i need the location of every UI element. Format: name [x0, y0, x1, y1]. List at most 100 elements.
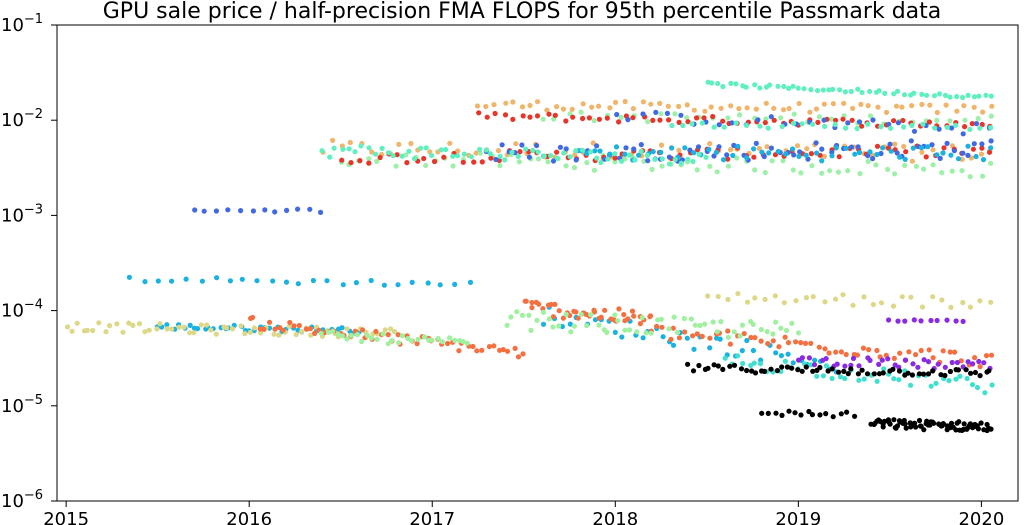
data-point	[517, 149, 523, 155]
data-point	[858, 101, 864, 107]
data-point	[612, 159, 618, 165]
data-point	[570, 114, 576, 120]
data-point	[970, 361, 976, 367]
data-point	[833, 349, 839, 355]
data-point	[892, 171, 898, 177]
data-point	[580, 101, 586, 107]
data-point	[809, 163, 815, 169]
data-point	[293, 331, 299, 338]
data-point	[714, 169, 720, 175]
data-point	[621, 312, 627, 318]
data-point	[377, 154, 383, 161]
data-point	[319, 148, 325, 154]
data-point	[751, 360, 757, 366]
data-point	[520, 351, 526, 357]
data-point	[204, 322, 210, 328]
data-point	[344, 336, 350, 342]
data-point	[705, 293, 711, 299]
data-point	[938, 372, 944, 378]
data-point	[954, 93, 960, 100]
data-point	[918, 318, 924, 324]
data-point	[406, 148, 412, 154]
data-point	[786, 105, 792, 112]
data-point	[955, 367, 962, 373]
data-point	[659, 156, 665, 162]
data-point	[672, 156, 678, 162]
data-point	[616, 119, 622, 125]
data-point	[696, 362, 702, 369]
data-point	[880, 370, 886, 376]
data-point	[969, 121, 975, 127]
data-point	[944, 317, 950, 323]
data-point	[978, 151, 985, 157]
data-point	[284, 207, 290, 213]
data-point	[972, 369, 979, 376]
data-point	[867, 88, 873, 95]
data-point	[573, 309, 579, 315]
data-point	[634, 329, 640, 335]
data-point	[758, 326, 764, 333]
data-point	[534, 142, 540, 149]
data-point	[843, 145, 849, 151]
data-point	[456, 348, 462, 354]
data-point	[685, 156, 691, 162]
data-point	[728, 103, 734, 109]
data-point	[711, 124, 717, 130]
data-point	[672, 111, 678, 117]
data-point	[803, 152, 809, 158]
data-point	[272, 209, 278, 215]
data-point	[90, 327, 96, 334]
data-point	[295, 281, 301, 287]
data-point	[928, 383, 934, 389]
data-point	[771, 117, 777, 123]
data-point	[949, 168, 955, 174]
data-point	[560, 315, 567, 321]
data-point	[881, 418, 888, 424]
data-point	[721, 124, 727, 130]
data-point	[983, 92, 989, 98]
data-point	[878, 150, 884, 157]
data-point	[335, 331, 341, 337]
data-point	[534, 317, 540, 323]
data-point	[331, 145, 337, 151]
data-point	[767, 82, 773, 88]
data-point	[544, 107, 550, 113]
data-point	[925, 359, 932, 365]
data-point	[974, 384, 981, 391]
data-point	[752, 295, 758, 301]
data-point	[792, 410, 798, 416]
data-point	[665, 103, 671, 109]
data-point	[819, 158, 825, 164]
data-point	[682, 329, 688, 335]
data-point	[937, 155, 943, 161]
data-point	[625, 316, 631, 322]
data-point	[423, 145, 429, 151]
data-point	[855, 371, 862, 377]
data-point	[519, 104, 526, 110]
data-point	[770, 338, 776, 344]
data-point	[979, 145, 985, 151]
data-point	[900, 117, 906, 124]
x-tick-label: 2019	[775, 509, 821, 525]
data-point	[960, 318, 966, 324]
data-point	[798, 340, 804, 346]
data-point	[348, 160, 354, 166]
data-point	[669, 122, 675, 129]
data-point	[596, 103, 602, 109]
data-point	[126, 320, 132, 326]
data-point	[612, 312, 618, 318]
data-point	[591, 118, 597, 124]
data-point	[890, 303, 897, 309]
data-point	[878, 300, 885, 306]
data-point	[965, 143, 971, 149]
data-point	[120, 329, 126, 335]
data-point	[369, 149, 375, 155]
data-point	[860, 345, 867, 351]
data-point	[923, 154, 929, 160]
data-point	[613, 144, 620, 150]
data-point	[225, 207, 231, 213]
data-point	[739, 322, 746, 328]
data-point	[261, 326, 267, 332]
data-point	[607, 105, 613, 111]
data-point	[183, 276, 189, 282]
